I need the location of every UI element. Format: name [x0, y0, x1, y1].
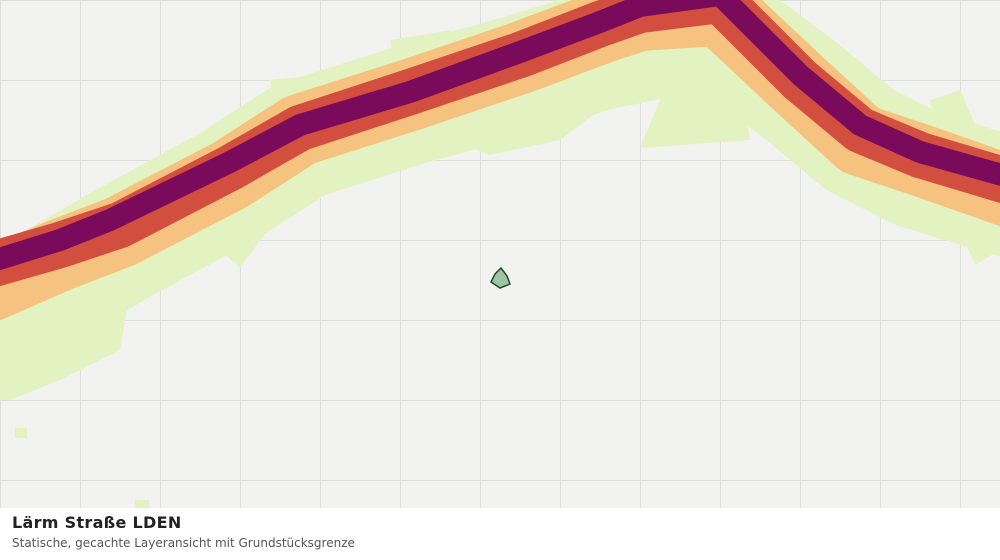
map-view: [0, 0, 1000, 508]
noise-zone-low: [0, 30, 1000, 400]
noise-layer: [0, 0, 1000, 508]
noise-zone-low: [135, 500, 149, 508]
caption-subtitle: Statische, gecachte Layeransicht mit Gru…: [12, 536, 355, 550]
caption: Lärm Straße LDEN Statische, gecachte Lay…: [0, 508, 1000, 560]
noise-zone-low: [15, 428, 27, 438]
parcel-boundary[interactable]: [490, 266, 511, 289]
caption-title: Lärm Straße LDEN: [12, 513, 182, 532]
noise-zone-very-high: [0, 0, 1000, 271]
